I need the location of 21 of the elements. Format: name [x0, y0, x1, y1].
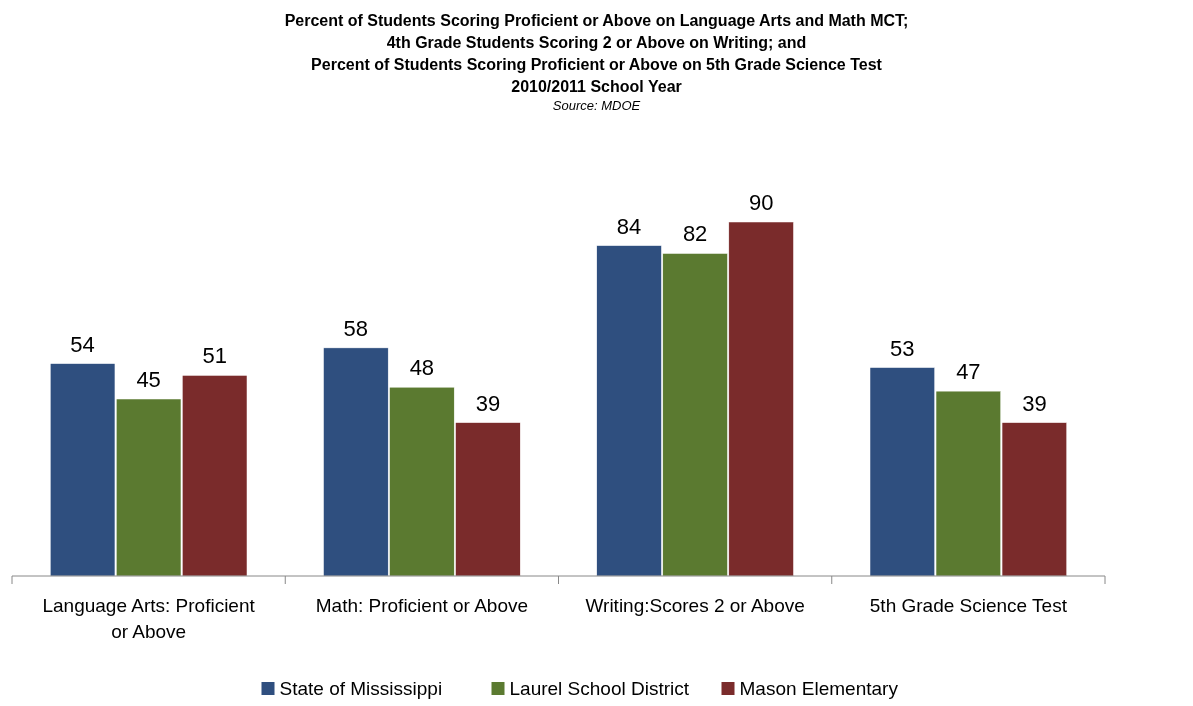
x-tick-label: Language Arts: Proficient or Above [42, 595, 256, 642]
legend-label: State of Mississippi [279, 678, 443, 699]
chart-title: Percent of Students Scoring Proficient or Above on Language Arts and Math MCT; 4th Grade Students Scoring 2 or Above on Writing; and Percent of Students Scoring Proficient or Above on 5th Grade Science Test 2010/2011 School Year [284, 12, 909, 95]
x-tick-label: Writing:Scores 2 or Above [585, 595, 805, 616]
data-label: 47 [956, 359, 981, 385]
data-label: 53 [890, 335, 915, 361]
data-label: 45 [136, 367, 161, 392]
data-label: 90 [748, 190, 774, 215]
legend-label: Mason Elementary [739, 678, 899, 699]
data-label: 58 [343, 315, 369, 341]
data-label: 48 [409, 355, 435, 381]
data-label: 54 [70, 331, 95, 357]
data-label: 51 [202, 343, 227, 369]
source-note: Source: MDOE [552, 98, 641, 113]
x-tick-label: 5th Grade Science Test [869, 595, 1068, 616]
legend-label: Laurel School District [509, 678, 690, 699]
data-label: 39 [1022, 390, 1047, 416]
x-tick-label: Math: Proficient or Above [315, 595, 529, 616]
data-label: 84 [616, 213, 642, 239]
data-label: 39 [475, 390, 501, 416]
data-label: 82 [682, 221, 708, 247]
